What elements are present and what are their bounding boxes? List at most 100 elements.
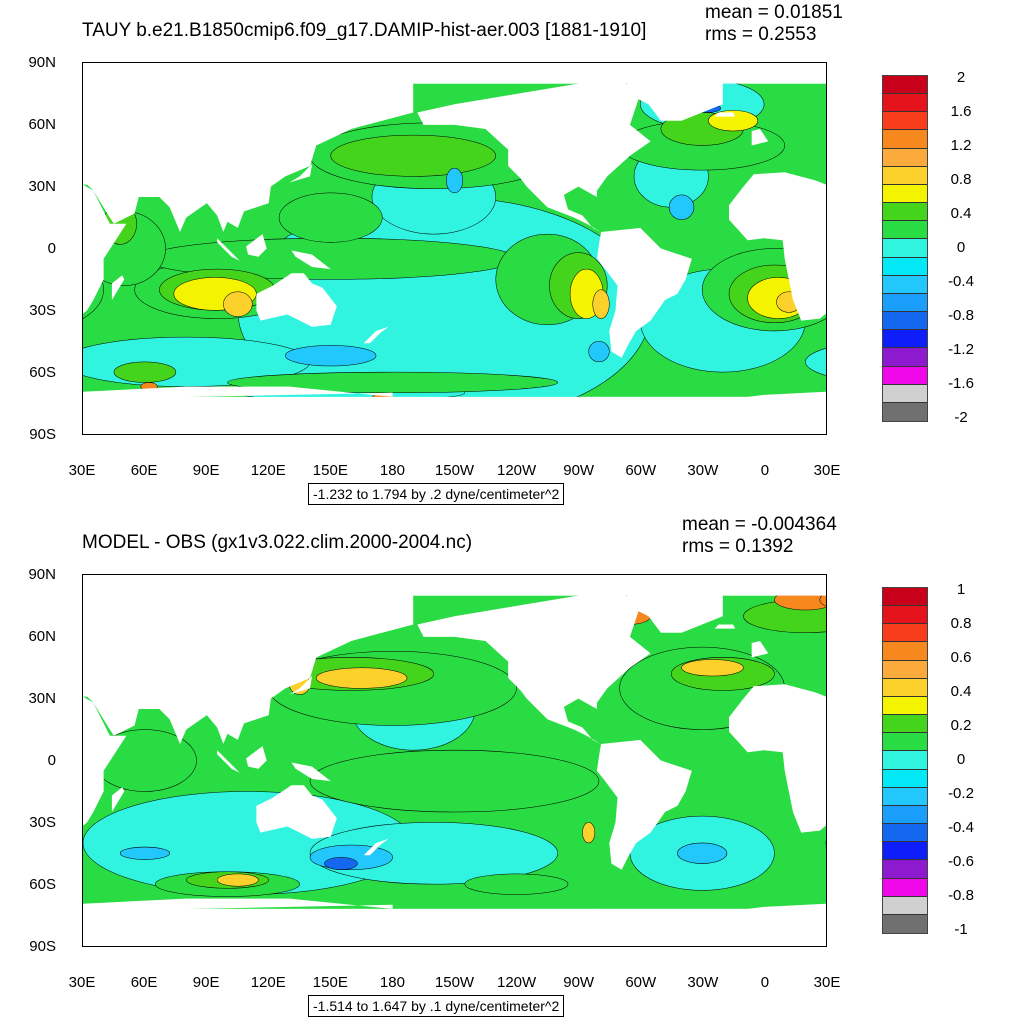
y-tick-label: 60N (28, 116, 56, 133)
y-tick-label: 90S (29, 426, 56, 443)
x-tick-label: 30E (813, 462, 841, 479)
legend-swatch (883, 148, 927, 167)
legend-swatch (883, 733, 927, 752)
panel-model-obs: MODEL - OBS (gx1v3.022.clim.2000-2004.nc… (0, 512, 1024, 1024)
y-tick-label: 0 (47, 752, 56, 769)
x-tick-label: 60W (625, 974, 657, 991)
contour-region (677, 842, 728, 864)
panel-title: TAUY b.e21.B1850cmip6.f09_g17.DAMIP-hist… (82, 20, 647, 41)
panel-title: MODEL - OBS (gx1v3.022.clim.2000-2004.nc… (82, 532, 473, 553)
land-mask (246, 746, 267, 769)
x-tick-label: 180 (379, 974, 405, 991)
x-tick-label: 0 (760, 974, 770, 991)
legend-swatch (883, 402, 927, 421)
legend-swatch (883, 130, 927, 149)
land-mask (728, 684, 826, 833)
land-mask (291, 250, 331, 270)
x-tick-label: 30E (813, 974, 841, 991)
legend-label: 0 (956, 239, 966, 256)
x-tick-label: 150E (312, 974, 348, 991)
land-mask (751, 640, 769, 658)
color-legend (882, 75, 928, 422)
contour-region (309, 822, 558, 885)
land-mask (83, 184, 127, 314)
x-tick-label: 180 (379, 462, 405, 479)
legend-swatch (883, 787, 927, 806)
x-tick-label: 90E (192, 974, 220, 991)
legend-swatch (883, 624, 927, 643)
x-tick-label: 120E (250, 974, 286, 991)
x-tick-label: 120W (496, 462, 537, 479)
land-mask (615, 75, 723, 121)
rms-label: rms = 0.1392 (682, 536, 794, 557)
legend-swatch (883, 678, 927, 697)
legend-swatch (883, 221, 927, 240)
land-mask (728, 172, 826, 321)
land-mask (417, 591, 651, 745)
legend-swatch (883, 312, 927, 331)
legend-swatch (883, 94, 927, 113)
legend-swatch (883, 860, 927, 879)
contour-region (278, 192, 383, 243)
legend-swatch (883, 76, 927, 95)
legend-swatch (883, 239, 927, 258)
contour-region (285, 345, 377, 367)
legend-swatch (883, 184, 927, 204)
no-data-band (83, 396, 826, 434)
x-tick-label: 30E (68, 974, 96, 991)
x-tick-label: 150W (434, 462, 475, 479)
legend-label: -1.2 (948, 341, 974, 358)
y-tick-label: 30N (28, 178, 56, 195)
legend-swatch (883, 606, 927, 625)
land-mask (596, 227, 692, 358)
land-mask (615, 587, 723, 633)
land-mask (256, 785, 337, 839)
legend-swatch (883, 805, 927, 825)
legend-label: -0.6 (948, 853, 974, 870)
land-mask (111, 275, 125, 301)
land-mask (289, 163, 313, 183)
contour-map (82, 574, 827, 947)
y-tick-label: 60S (29, 876, 56, 893)
land-mask (751, 128, 769, 146)
x-tick-label: 30W (687, 462, 719, 479)
legend-swatch (883, 384, 927, 403)
legend-swatch (883, 696, 927, 716)
y-tick-label: 30N (28, 690, 56, 707)
legend-swatch (883, 293, 927, 313)
y-tick-label: 90N (28, 566, 56, 583)
x-tick-label: 60E (130, 974, 158, 991)
land-mask (83, 898, 393, 946)
legend-swatch (883, 878, 927, 897)
x-tick-label: 0 (760, 462, 770, 479)
legend-label: -0.8 (948, 887, 974, 904)
legend-swatch (883, 751, 927, 770)
land-mask (714, 112, 736, 117)
x-tick-label: 150E (312, 462, 348, 479)
legend-label: 0.6 (950, 649, 972, 666)
legend-label: -0.2 (948, 785, 974, 802)
legend-swatch (883, 769, 927, 788)
legend-label: -0.4 (948, 273, 974, 290)
land-mask (256, 273, 337, 327)
map-svg (83, 63, 826, 434)
legend-swatch (883, 842, 927, 861)
contour-region (819, 593, 826, 607)
legend-label: 0.8 (950, 171, 972, 188)
legend-swatch (883, 330, 927, 349)
legend-label: -1.6 (948, 375, 974, 392)
legend-label: -0.8 (948, 307, 974, 324)
legend-swatch (883, 660, 927, 679)
contour-region (592, 289, 610, 319)
land-mask (289, 675, 313, 695)
x-tick-label: 90W (563, 974, 595, 991)
legend-swatch (883, 203, 927, 222)
x-tick-label: 120W (496, 974, 537, 991)
legend-swatch (883, 166, 927, 185)
contour-region (681, 659, 744, 677)
contour-region (119, 846, 170, 860)
x-tick-label: 60E (130, 462, 158, 479)
y-tick-label: 30S (29, 814, 56, 831)
legend-label: 1 (956, 581, 966, 598)
legend-label: -2 (954, 409, 968, 426)
